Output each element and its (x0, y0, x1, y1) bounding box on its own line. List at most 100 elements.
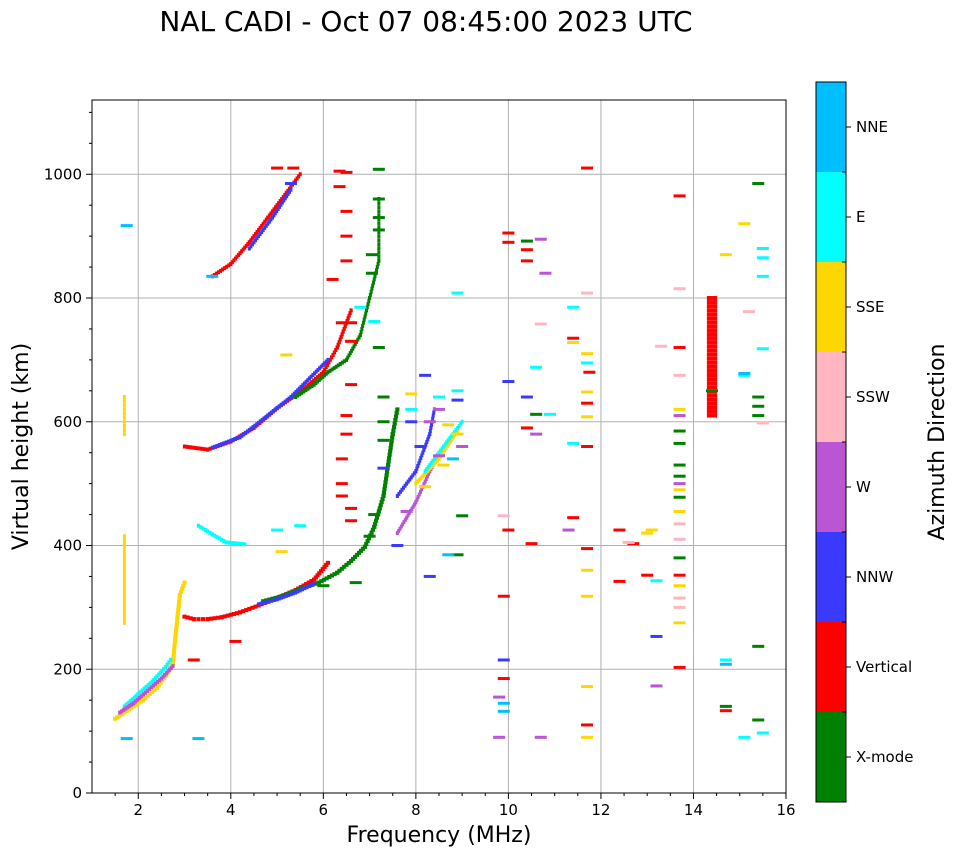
echo-mark (298, 588, 302, 593)
echo-mark (388, 445, 393, 450)
echo-mark (330, 367, 334, 372)
echo-mark (377, 238, 381, 243)
echo-mark (119, 712, 125, 717)
echo-mark (205, 617, 210, 622)
echo-point-x-mode (365, 253, 378, 257)
echo-mark (154, 685, 159, 690)
echo-mark (135, 697, 140, 702)
echo-mark (247, 606, 252, 611)
echo-mark (344, 562, 349, 567)
echo-point-vertical (673, 194, 686, 198)
echo-point-w (400, 509, 413, 513)
echo-point-e (756, 347, 769, 351)
echo-mark (302, 386, 306, 391)
x-tick-label: 4 (226, 801, 236, 819)
echo-mark (185, 615, 190, 620)
echo-mark (219, 615, 224, 620)
echo-mark (244, 608, 249, 613)
echo-mark (124, 702, 128, 707)
echo-point-x-mode (363, 534, 376, 538)
echo-point-x-mode (673, 463, 686, 467)
echo-mark (376, 509, 381, 514)
echo-mark (206, 529, 210, 534)
echo-mark (405, 481, 409, 486)
echo-mark (156, 683, 161, 688)
echo-mark (378, 503, 383, 508)
echo-mark (289, 184, 293, 189)
echo-mark (377, 506, 382, 511)
echo-mark (115, 715, 120, 720)
echo-mark (339, 334, 343, 339)
echo-mark (395, 531, 399, 536)
echo-point-sse (645, 528, 658, 532)
echo-mark (391, 428, 396, 433)
echo-mark (387, 456, 392, 461)
echo-mark (428, 429, 432, 434)
echo-mark (237, 610, 243, 615)
echo-mark (188, 616, 193, 621)
echo-mark (316, 379, 320, 384)
echo-point-e (294, 524, 307, 528)
echo-mark (137, 695, 142, 700)
x-tick-label: 10 (499, 801, 518, 819)
echo-mark (706, 397, 718, 402)
echo-mark (117, 713, 122, 718)
echo-mark (380, 497, 385, 502)
echo-mark (141, 692, 146, 697)
echo-mark (393, 417, 398, 422)
echo-mark (403, 517, 407, 522)
echo-mark (177, 600, 182, 605)
echo-mark (422, 472, 426, 477)
echo-point-x-mode (673, 556, 686, 560)
echo-mark (283, 399, 287, 404)
echo-point-x-mode (372, 228, 385, 232)
echo-mark (122, 432, 126, 437)
echo-mark (250, 236, 254, 241)
echo-mark (414, 500, 418, 505)
echo-point-e (738, 735, 751, 739)
echo-mark (418, 489, 422, 494)
echo-mark (242, 432, 246, 437)
echo-mark (258, 225, 262, 230)
echo-mark (147, 692, 152, 696)
echo-mark (302, 389, 306, 394)
echo-mark (319, 364, 323, 369)
echo-mark (309, 579, 314, 584)
echo-mark (163, 672, 167, 677)
echo-mark (122, 581, 126, 586)
echo-mark (415, 466, 419, 471)
echo-mark (422, 482, 426, 487)
echo-point-vertical (583, 370, 596, 374)
echo-mark (422, 448, 426, 453)
echo-mark (410, 506, 414, 511)
echo-mark (257, 602, 261, 607)
echo-mark (460, 419, 464, 424)
echo-mark (244, 430, 248, 435)
echo-point-sse (451, 432, 464, 436)
echo-mark (285, 194, 289, 199)
echo-mark (173, 632, 178, 637)
echo-mark (167, 660, 171, 665)
echo-point-vertical (525, 542, 538, 546)
echo-mark (308, 385, 312, 390)
echo-mark (289, 592, 293, 597)
echo-mark (344, 357, 348, 362)
echo-mark (243, 245, 247, 250)
echo-mark (440, 446, 444, 451)
echo-mark (448, 439, 452, 444)
echo-mark (257, 234, 261, 239)
echo-mark (281, 401, 285, 406)
echo-mark (152, 677, 156, 682)
echo-mark (326, 357, 330, 362)
echo-mark (282, 198, 286, 203)
echo-mark (255, 230, 259, 234)
echo-mark (371, 283, 375, 288)
echo-mark (315, 573, 320, 578)
echo-mark (253, 238, 257, 243)
echo-mark (275, 203, 279, 208)
echo-mark (122, 569, 126, 574)
echo-mark (322, 565, 327, 570)
echo-mark (122, 561, 126, 566)
echo-mark (412, 471, 416, 476)
echo-point-x-mode (752, 414, 765, 418)
